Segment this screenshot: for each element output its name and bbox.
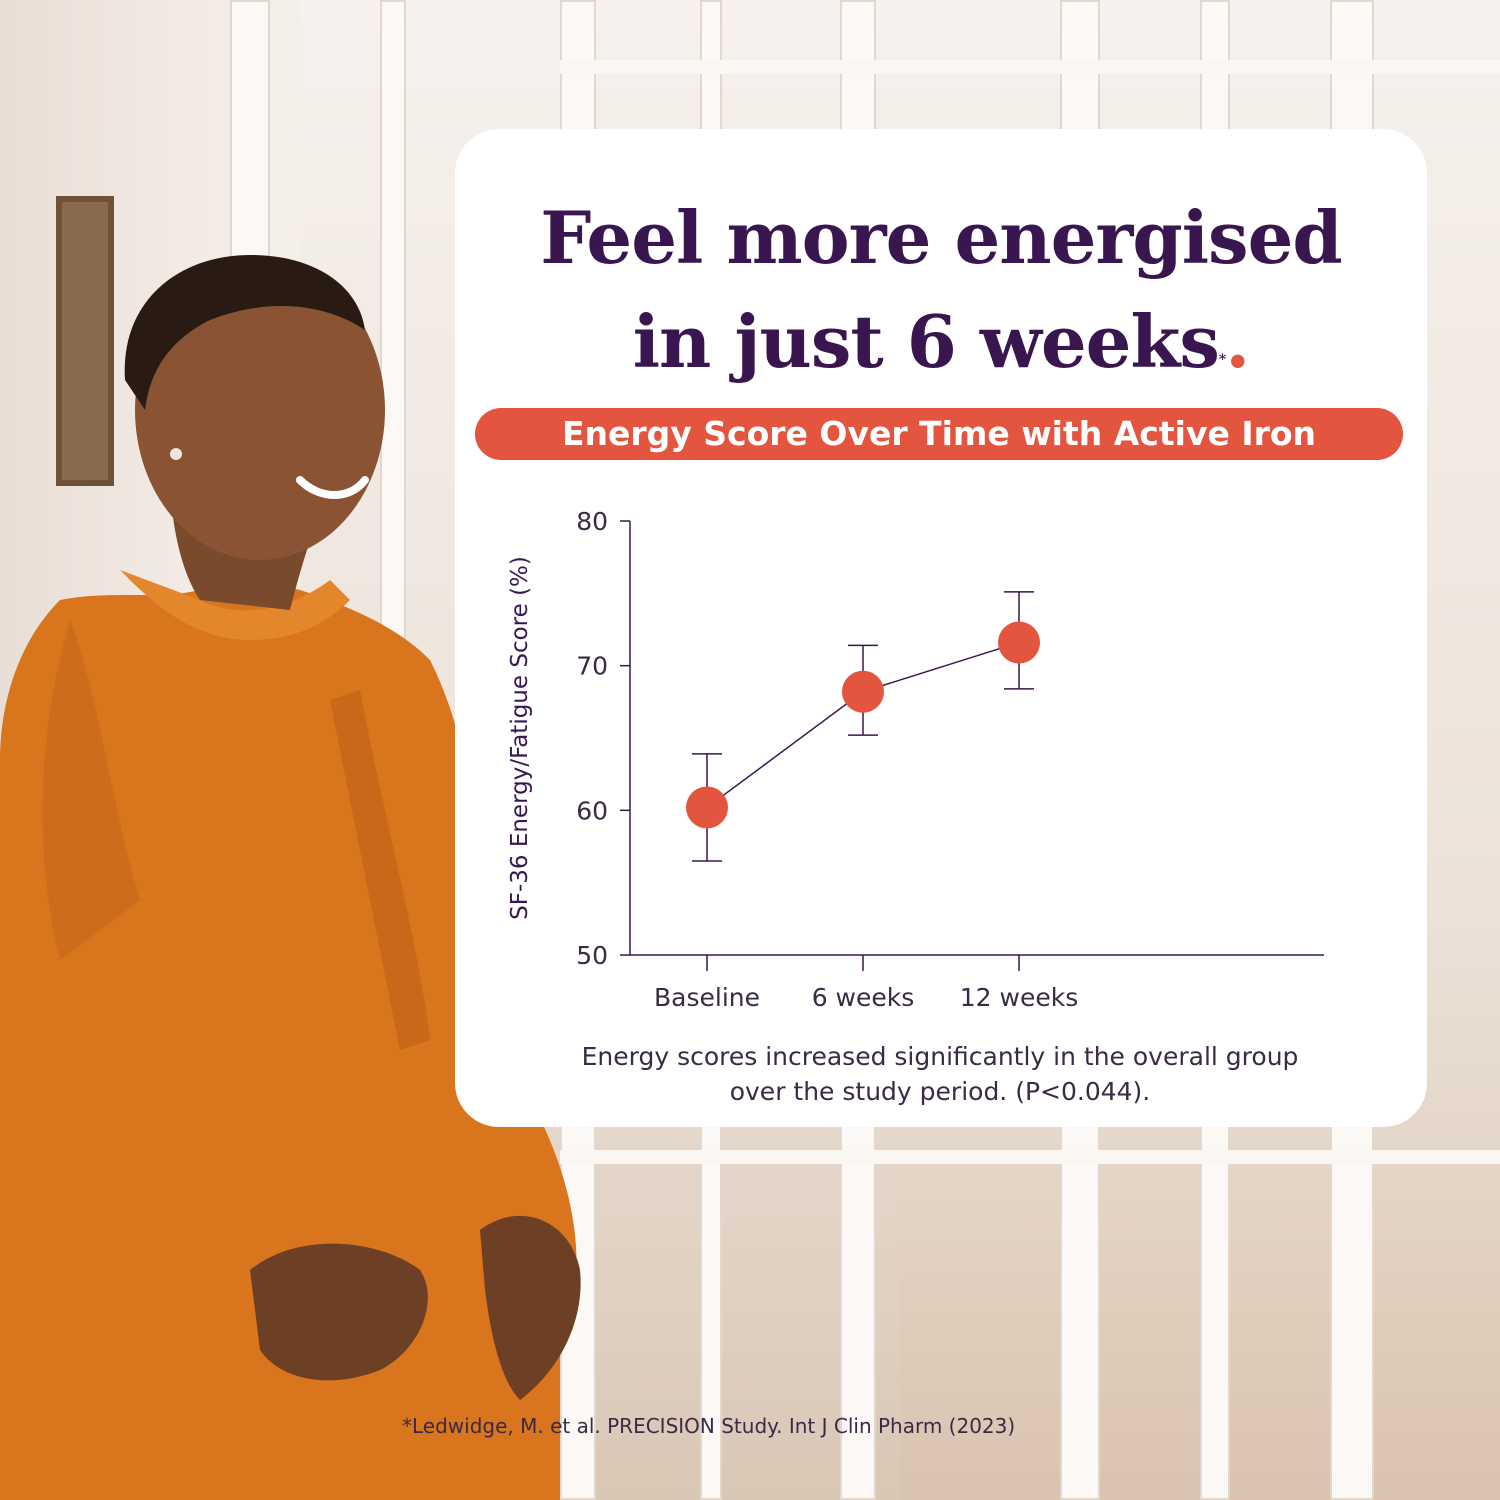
headline-line-2: in just 6 weeks*. xyxy=(455,290,1427,394)
y-ticks: 50 60 70 80 xyxy=(576,507,630,970)
x-tick-label: 12 weeks xyxy=(960,983,1078,1012)
pregnant-woman-photo xyxy=(0,255,581,1500)
chart-caption: Energy scores increased significantly in… xyxy=(581,1042,1299,1106)
headline-asterisk: * xyxy=(1218,352,1226,368)
headline-line-1: Feel more energised xyxy=(540,195,1343,280)
headline-line-2-text: in just 6 weeks xyxy=(632,299,1220,384)
x-tick-label: 6 weeks xyxy=(812,983,915,1012)
y-axis-label: SF-36 Energy/Fatigue Score (%) xyxy=(507,556,533,920)
window-frame xyxy=(560,60,1500,74)
y-tick-label: 50 xyxy=(576,941,608,970)
y-tick-label: 80 xyxy=(576,507,608,536)
wall-picture-frame xyxy=(56,196,114,486)
footnote-citation: *Ledwidge, M. et al. PRECISION Study. In… xyxy=(402,1414,1016,1438)
series-marks xyxy=(686,591,1040,862)
data-point xyxy=(998,621,1040,664)
y-tick-label: 70 xyxy=(576,652,608,681)
data-point xyxy=(686,786,728,829)
window-frame xyxy=(560,1150,1500,1164)
headline: Feel more energised in just 6 weeks*. xyxy=(455,186,1427,394)
headline-period: . xyxy=(1225,299,1250,384)
x-tick-label: Baseline xyxy=(654,983,760,1012)
data-point xyxy=(842,670,884,713)
energy-score-chart: SF-36 Energy/Fatigue Score (%) 50607080 … xyxy=(507,507,1324,1012)
y-tick-label: 60 xyxy=(576,796,608,825)
info-card: Feel more energised in just 6 weeks*. En… xyxy=(455,129,1427,1127)
chart-title: Energy Score Over Time with Active Iron xyxy=(475,408,1403,460)
x-ticks: Baseline 6 weeks 12 weeks xyxy=(654,955,1078,1012)
